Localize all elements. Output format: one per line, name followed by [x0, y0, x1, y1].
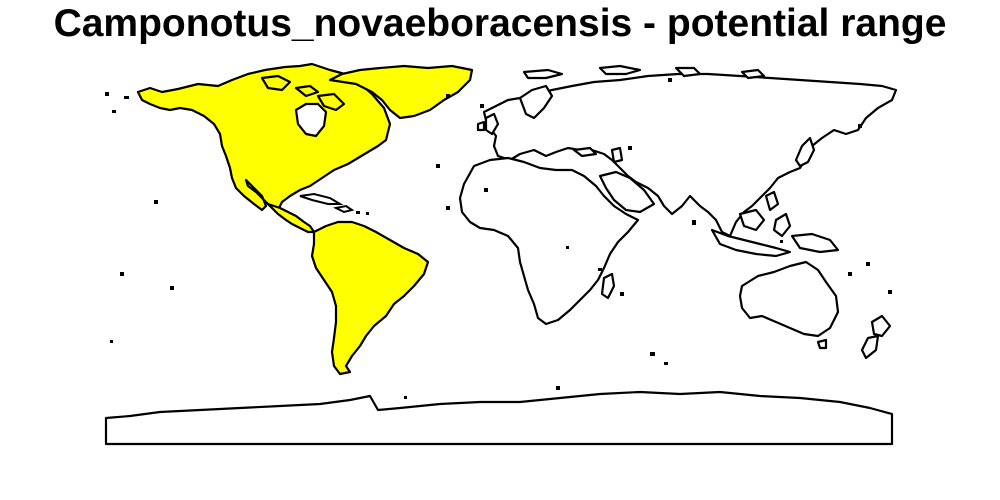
greenland [328, 64, 474, 120]
eurasia [482, 72, 898, 238]
new-zealand [870, 314, 892, 338]
japan [794, 136, 816, 168]
tasmania [816, 338, 828, 350]
north-america [136, 62, 392, 212]
scandinavia [518, 84, 554, 120]
range-americas [105, 62, 484, 376]
hispaniola [332, 204, 355, 214]
antarctica [104, 390, 894, 446]
british-isles [484, 112, 500, 136]
arctic-islands [260, 74, 292, 92]
africa [458, 156, 640, 326]
hudson-bay [294, 102, 328, 138]
madagascar [600, 272, 616, 300]
cuba [299, 192, 344, 205]
south-america [310, 220, 430, 376]
land-other [270, 64, 898, 411]
indonesia [710, 228, 792, 258]
map-title: Camponotus_novaeboracensis - potential r… [53, 2, 947, 45]
central-america [266, 202, 316, 234]
arabia [598, 170, 656, 214]
australia [738, 260, 840, 338]
